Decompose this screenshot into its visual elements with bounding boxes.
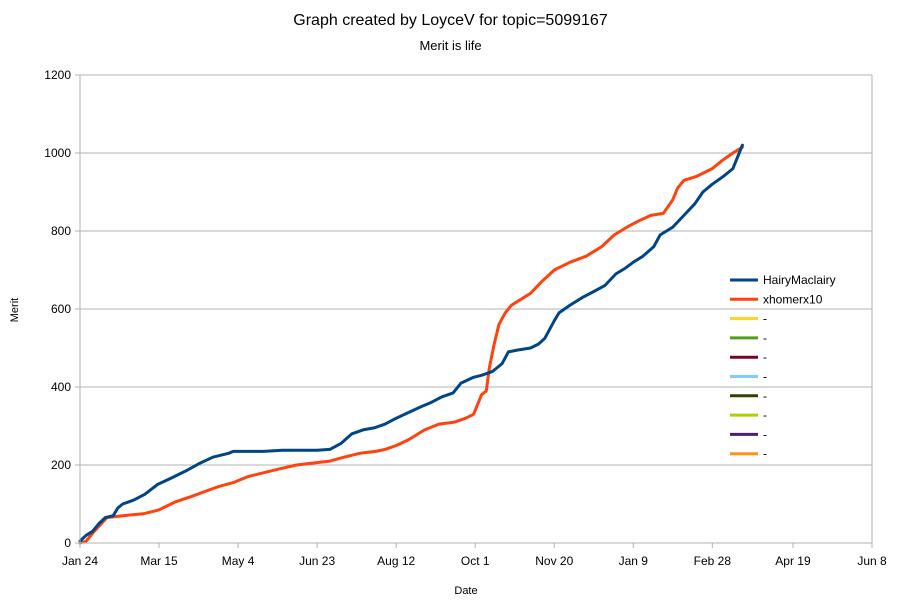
y-tick-label: 400 [51,380,71,394]
series-lines [78,143,744,545]
legend-label: - [763,350,767,364]
x-tick-label: Jan 24 [62,554,98,568]
legend: HairyMaclairy xhomerx10 - - - - - - - - [730,273,836,461]
chart-subtitle: Merit is life [419,38,482,53]
x-tick-label: Feb 28 [694,554,732,568]
series-line-hairymaclairy [78,143,744,543]
y-tick-label: 600 [51,302,71,316]
y-tick-label: 0 [64,536,71,550]
legend-label: xhomerx10 [763,292,823,306]
x-tick-label: Jun 8 [857,554,887,568]
y-tick-label: 800 [51,224,71,238]
x-tick-label: Apr 19 [775,554,811,568]
legend-label: - [763,427,767,441]
x-axis-title: Date [454,585,477,597]
y-tick-label: 200 [51,458,71,472]
x-tick-label: Jun 23 [299,554,335,568]
y-tick-label: 1200 [44,68,71,82]
axes: 0 200 400 600 800 1000 1200 Jan 24 Mar 15 May 4 Ju… [44,68,887,568]
legend-label: - [763,408,767,422]
chart-title: Graph created by LoyceV for topic=509916… [293,12,608,29]
x-tick-label: Aug 12 [377,554,415,568]
gridlines [80,74,872,466]
legend-label: - [763,370,767,384]
series-line-xhomerx10 [78,145,744,545]
x-tick-label: Jan 9 [619,554,649,568]
x-tick-label: May 4 [222,554,255,568]
x-tick-label: Oct 1 [461,554,490,568]
y-tick-label: 1000 [44,146,71,160]
legend-label: - [763,312,767,326]
legend-label: - [763,331,767,345]
legend-label: - [763,447,767,461]
legend-label: HairyMaclairy [763,273,836,287]
x-tick-label: Nov 20 [535,554,573,568]
legend-label: - [763,389,767,403]
y-axis-title: Merit [9,298,21,322]
x-tick-label: Mar 15 [140,554,178,568]
